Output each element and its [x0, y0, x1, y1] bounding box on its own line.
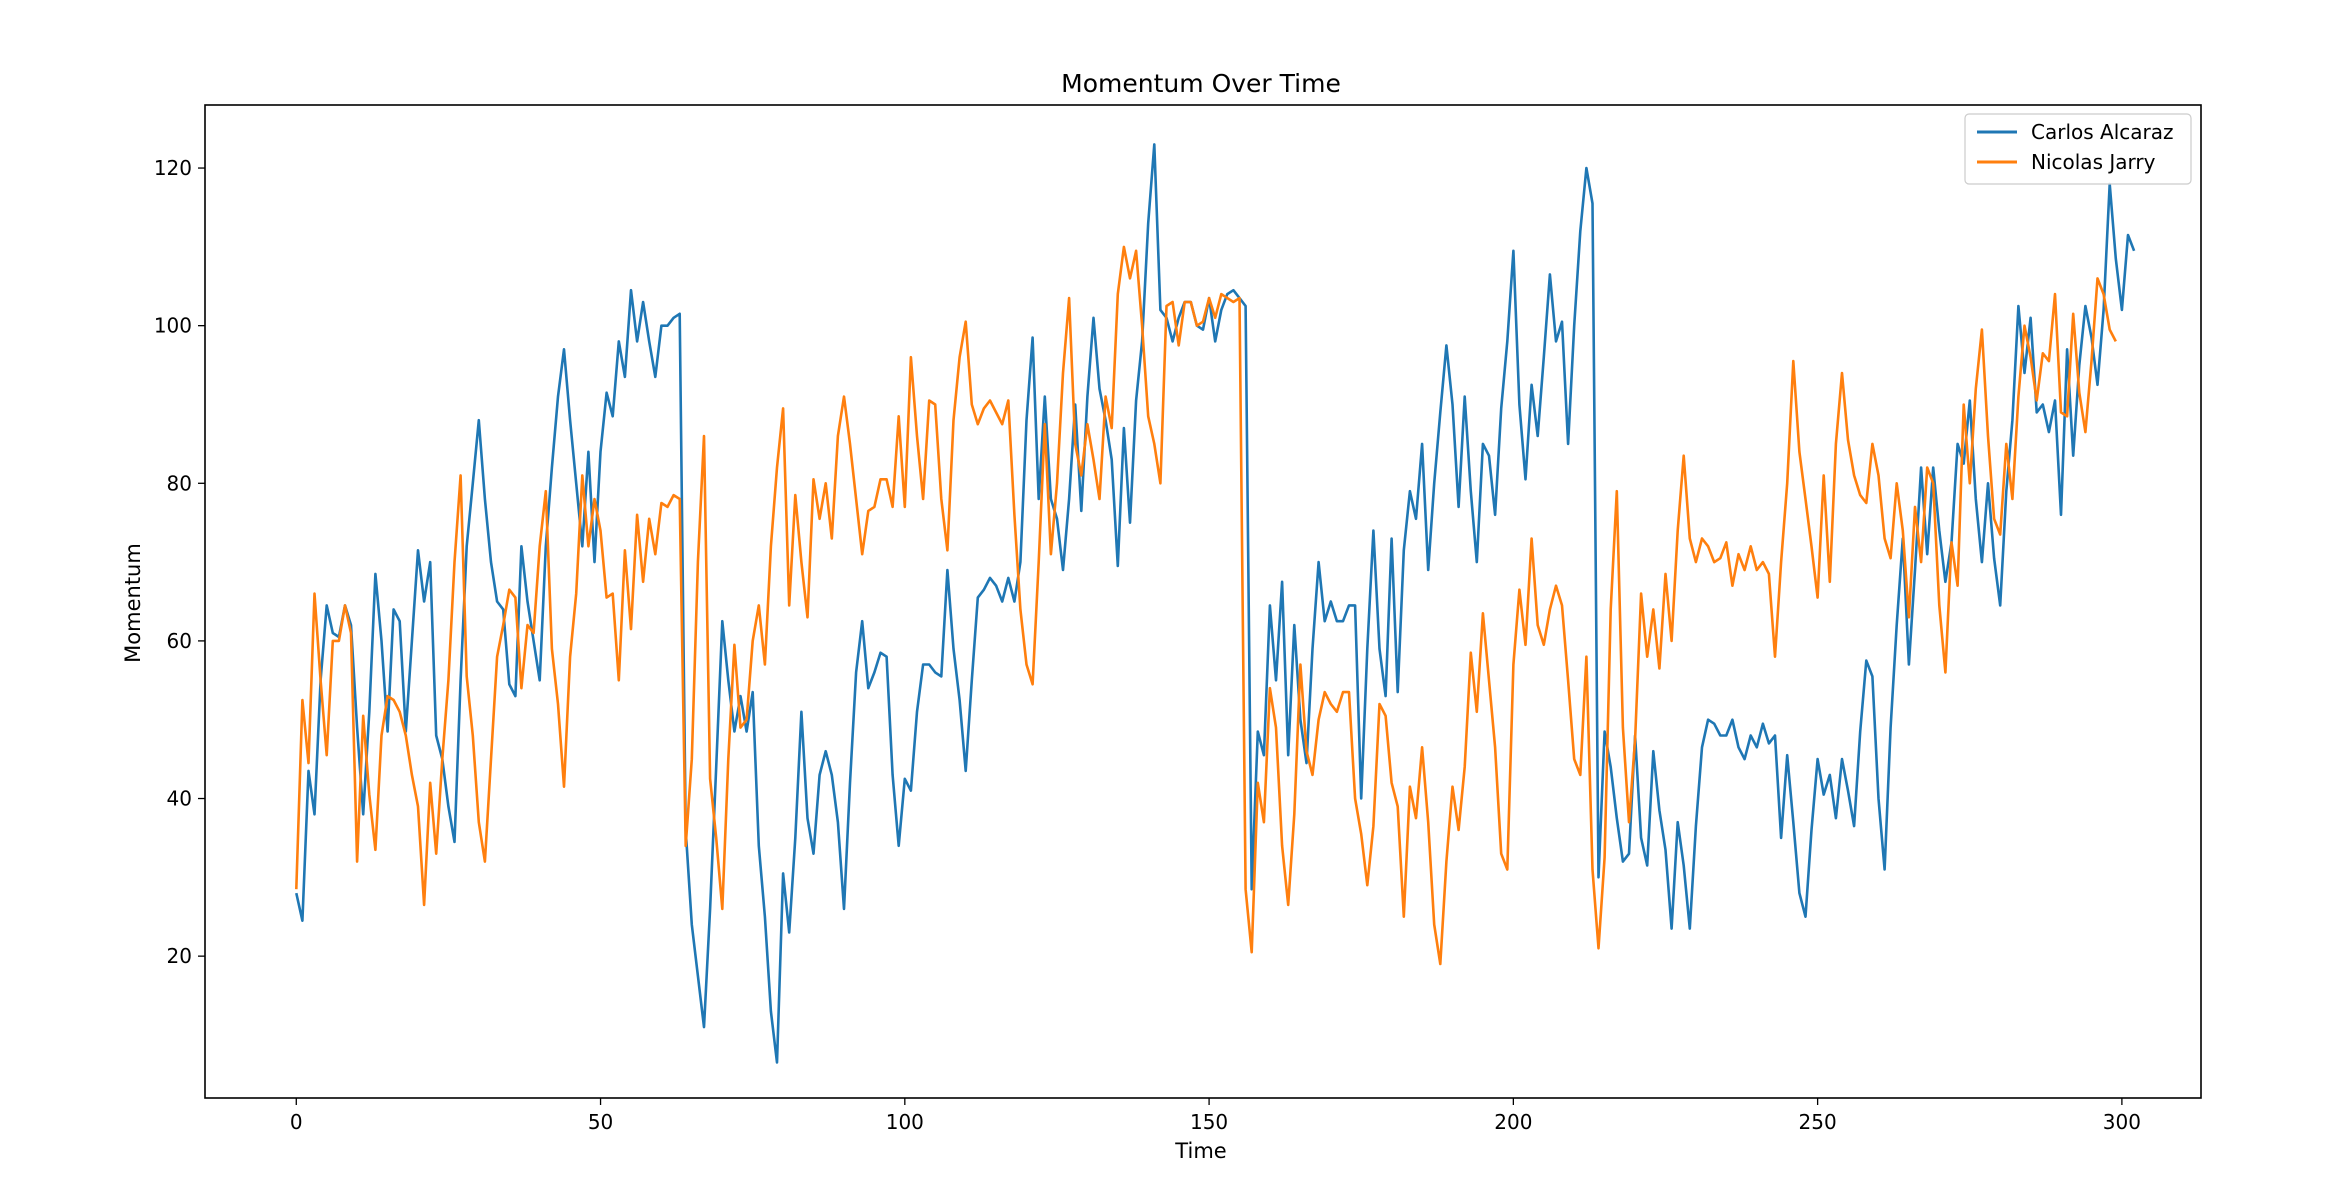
x-tick-label: 250 — [1799, 1110, 1837, 1134]
series-line-carlos-alcaraz — [295, 143, 2136, 1064]
plot-lines — [295, 143, 2136, 1064]
x-tick-label: 150 — [1190, 1110, 1228, 1134]
legend-label-carlos-alcaraz: Carlos Alcaraz — [2031, 120, 2173, 144]
plot-frame — [204, 104, 2202, 1099]
x-tick-label: 0 — [290, 1110, 303, 1134]
y-tick-label: 100 — [154, 314, 192, 338]
x-tick-label: 200 — [1494, 1110, 1532, 1134]
legend-box — [1964, 113, 2192, 185]
x-axis-label: Time — [1174, 1139, 1226, 1163]
series-line-nicolas-jarry — [295, 245, 2117, 966]
legend-label-nicolas-jarry: Nicolas Jarry — [2031, 150, 2156, 174]
y-tick-label: 40 — [167, 787, 192, 811]
y-tick-label: 20 — [167, 944, 192, 968]
x-tick-label: 50 — [588, 1110, 613, 1134]
x-tick-label: 100 — [886, 1110, 924, 1134]
chart-title: Momentum Over Time — [1061, 69, 1341, 98]
y-tick-label: 60 — [167, 629, 192, 653]
x-axis-ticks: 0 50 100 150 200 250 300 — [290, 1098, 2141, 1134]
y-axis-label: Momentum — [121, 543, 145, 663]
y-tick-label: 120 — [154, 156, 192, 180]
x-tick-label: 300 — [2103, 1110, 2141, 1134]
y-tick-label: 80 — [167, 471, 192, 495]
y-axis-ticks: 20 40 60 80 100 120 — [154, 156, 205, 968]
legend: Carlos Alcaraz Nicolas Jarry — [1964, 113, 2192, 185]
